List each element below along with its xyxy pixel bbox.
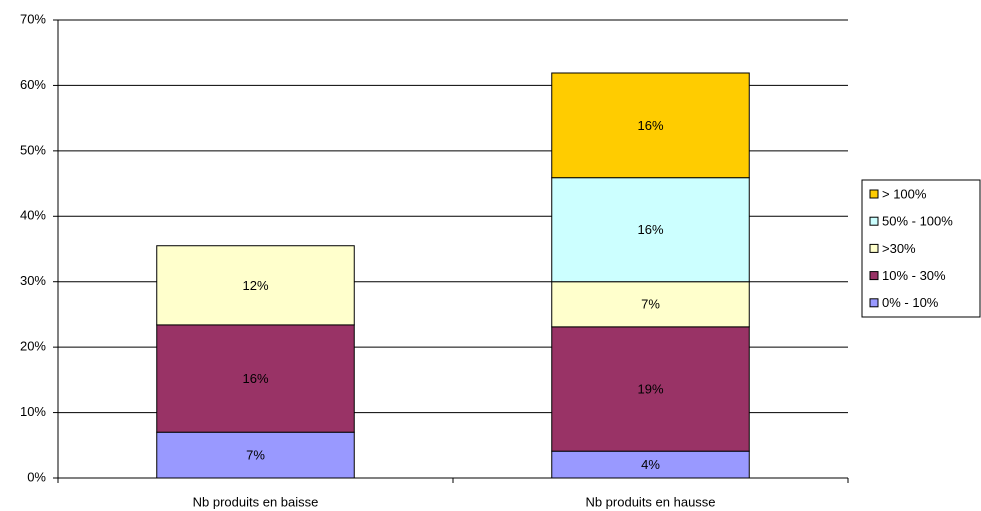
x-tick-label: Nb produits en baisse bbox=[193, 494, 319, 509]
y-tick-label: 50% bbox=[20, 142, 46, 157]
value-label: 16% bbox=[242, 371, 268, 386]
legend-swatch bbox=[869, 189, 879, 199]
y-tick-label: 30% bbox=[20, 273, 46, 288]
bar-segment bbox=[156, 245, 355, 326]
bar-segment bbox=[551, 72, 750, 179]
value-label: 16% bbox=[637, 222, 663, 237]
value-label: 12% bbox=[242, 278, 268, 293]
bar-segment bbox=[551, 326, 750, 452]
y-tick-label: 0% bbox=[27, 469, 46, 484]
value-label: 4% bbox=[641, 457, 660, 472]
bar-segment bbox=[551, 281, 750, 328]
y-tick-label: 20% bbox=[20, 339, 46, 354]
y-tick-label: 40% bbox=[20, 208, 46, 223]
legend-label: >30% bbox=[882, 241, 916, 256]
bar-segment bbox=[156, 324, 355, 433]
value-label: 16% bbox=[637, 118, 663, 133]
y-tick-label: 10% bbox=[20, 404, 46, 419]
bar-segment bbox=[156, 431, 355, 479]
value-label: 7% bbox=[246, 448, 265, 463]
value-label: 7% bbox=[641, 297, 660, 312]
legend-swatch bbox=[869, 216, 879, 226]
bar-segment bbox=[551, 177, 750, 283]
y-tick-label: 70% bbox=[20, 11, 46, 26]
legend-swatch bbox=[869, 271, 879, 281]
x-tick-label: Nb produits en hausse bbox=[585, 494, 715, 509]
legend-label: 0% - 10% bbox=[882, 295, 939, 310]
y-tick-label: 60% bbox=[20, 77, 46, 92]
legend-label: 50% - 100% bbox=[882, 214, 953, 229]
legend-label: 10% - 30% bbox=[882, 268, 946, 283]
legend-box bbox=[861, 179, 981, 318]
legend-label: > 100% bbox=[882, 186, 927, 201]
legend-swatch bbox=[869, 243, 879, 253]
value-label: 19% bbox=[637, 381, 663, 396]
legend-swatch bbox=[869, 298, 879, 308]
